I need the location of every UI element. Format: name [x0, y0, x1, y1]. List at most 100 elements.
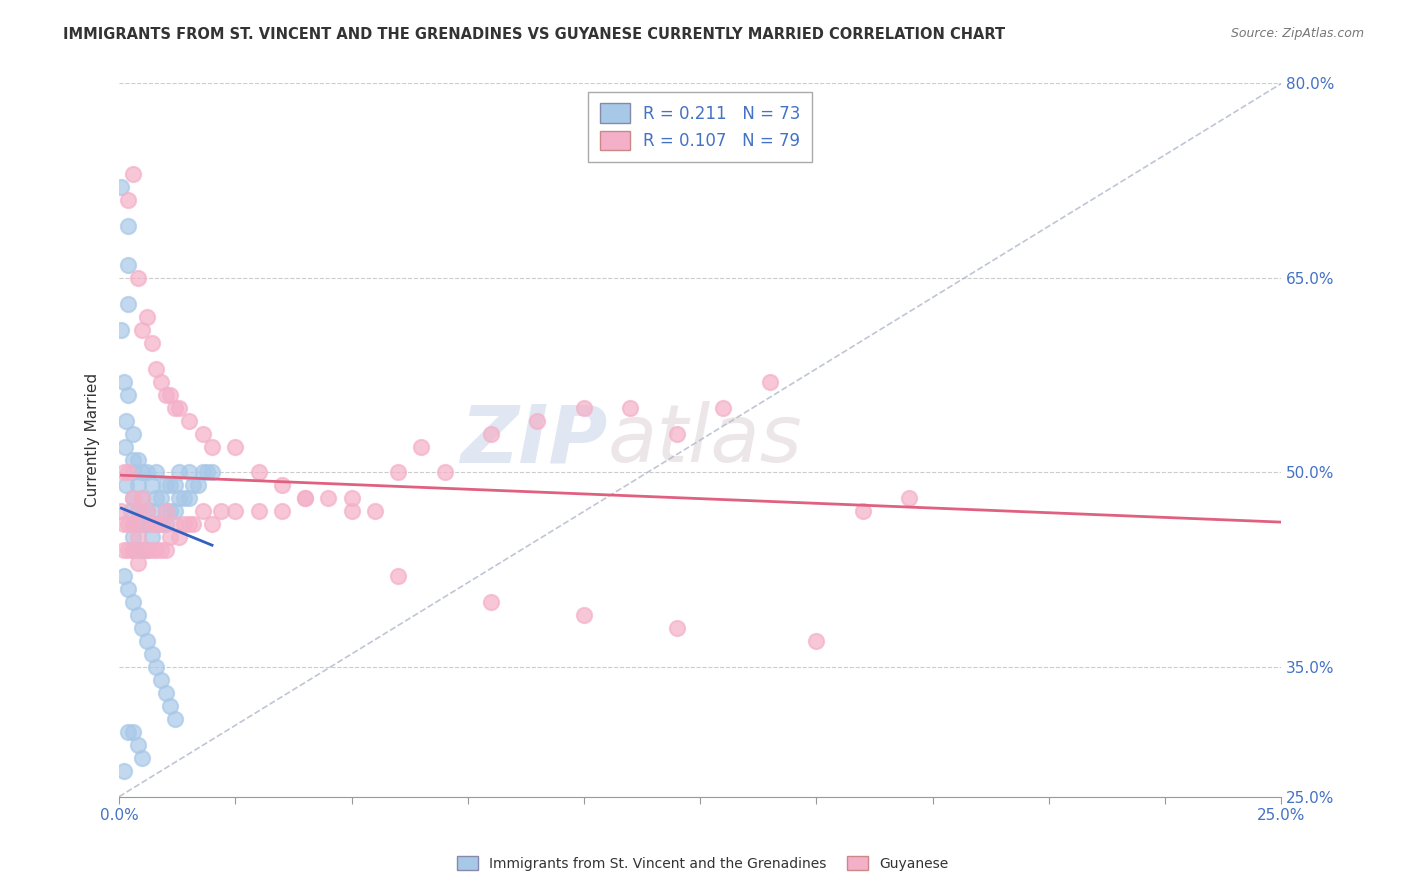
Point — [136, 310, 159, 324]
Point — [122, 543, 145, 558]
Point — [159, 530, 181, 544]
Point — [127, 478, 149, 492]
Point — [340, 504, 363, 518]
Point — [136, 634, 159, 648]
Point — [209, 504, 232, 518]
Point — [127, 504, 149, 518]
Point — [122, 491, 145, 506]
Point — [201, 440, 224, 454]
Point — [131, 517, 153, 532]
Point — [247, 504, 270, 518]
Point — [131, 543, 153, 558]
Point — [177, 414, 200, 428]
Point — [117, 297, 139, 311]
Point — [163, 504, 186, 518]
Point — [112, 569, 135, 583]
Point — [122, 595, 145, 609]
Point — [131, 517, 153, 532]
Point — [159, 504, 181, 518]
Point — [526, 414, 548, 428]
Point — [110, 323, 132, 337]
Point — [387, 569, 409, 583]
Point — [114, 440, 136, 454]
Point — [149, 375, 172, 389]
Point — [183, 517, 205, 532]
Point — [224, 440, 246, 454]
Point — [122, 452, 145, 467]
Point — [115, 414, 138, 428]
Point — [127, 504, 149, 518]
Point — [112, 517, 135, 532]
Point — [127, 738, 149, 752]
Point — [122, 543, 145, 558]
Point — [145, 660, 167, 674]
Point — [136, 504, 159, 518]
Point — [155, 543, 177, 558]
Point — [806, 634, 828, 648]
Point — [145, 361, 167, 376]
Point — [127, 556, 149, 570]
Point — [163, 401, 186, 415]
Point — [155, 387, 177, 401]
Point — [112, 764, 135, 778]
Point — [131, 466, 153, 480]
Point — [115, 478, 138, 492]
Point — [197, 466, 219, 480]
Point — [149, 673, 172, 687]
Point — [572, 608, 595, 623]
Point — [141, 517, 163, 532]
Point — [117, 517, 139, 532]
Point — [183, 478, 205, 492]
Point — [145, 543, 167, 558]
Point — [155, 686, 177, 700]
Point — [127, 608, 149, 623]
Point — [177, 466, 200, 480]
Point — [155, 517, 177, 532]
Point — [127, 530, 149, 544]
Point — [479, 426, 502, 441]
Point — [387, 466, 409, 480]
Point — [122, 466, 145, 480]
Point — [665, 621, 688, 635]
Point — [479, 595, 502, 609]
Point — [201, 517, 224, 532]
Point — [177, 491, 200, 506]
Point — [163, 712, 186, 726]
Point — [122, 491, 145, 506]
Point — [898, 491, 921, 506]
Point — [131, 491, 153, 506]
Point — [141, 504, 163, 518]
Point — [145, 491, 167, 506]
Point — [187, 478, 209, 492]
Point — [191, 426, 214, 441]
Text: Source: ZipAtlas.com: Source: ZipAtlas.com — [1230, 27, 1364, 40]
Point — [294, 491, 316, 506]
Point — [270, 504, 292, 518]
Point — [117, 466, 139, 480]
Point — [169, 491, 191, 506]
Point — [665, 426, 688, 441]
Point — [136, 543, 159, 558]
Point — [149, 517, 172, 532]
Point — [201, 466, 224, 480]
Point — [169, 466, 191, 480]
Point — [117, 219, 139, 233]
Point — [120, 504, 142, 518]
Point — [155, 504, 177, 518]
Point — [136, 543, 159, 558]
Point — [136, 517, 159, 532]
Point — [112, 466, 135, 480]
Point — [131, 491, 153, 506]
Text: ZIP: ZIP — [460, 401, 607, 479]
Point — [145, 517, 167, 532]
Point — [155, 504, 177, 518]
Point — [110, 180, 132, 194]
Point — [136, 504, 159, 518]
Point — [131, 543, 153, 558]
Point — [112, 543, 135, 558]
Y-axis label: Currently Married: Currently Married — [86, 373, 100, 508]
Point — [117, 387, 139, 401]
Legend: Immigrants from St. Vincent and the Grenadines, Guyanese: Immigrants from St. Vincent and the Gren… — [451, 850, 955, 876]
Point — [141, 478, 163, 492]
Point — [112, 375, 135, 389]
